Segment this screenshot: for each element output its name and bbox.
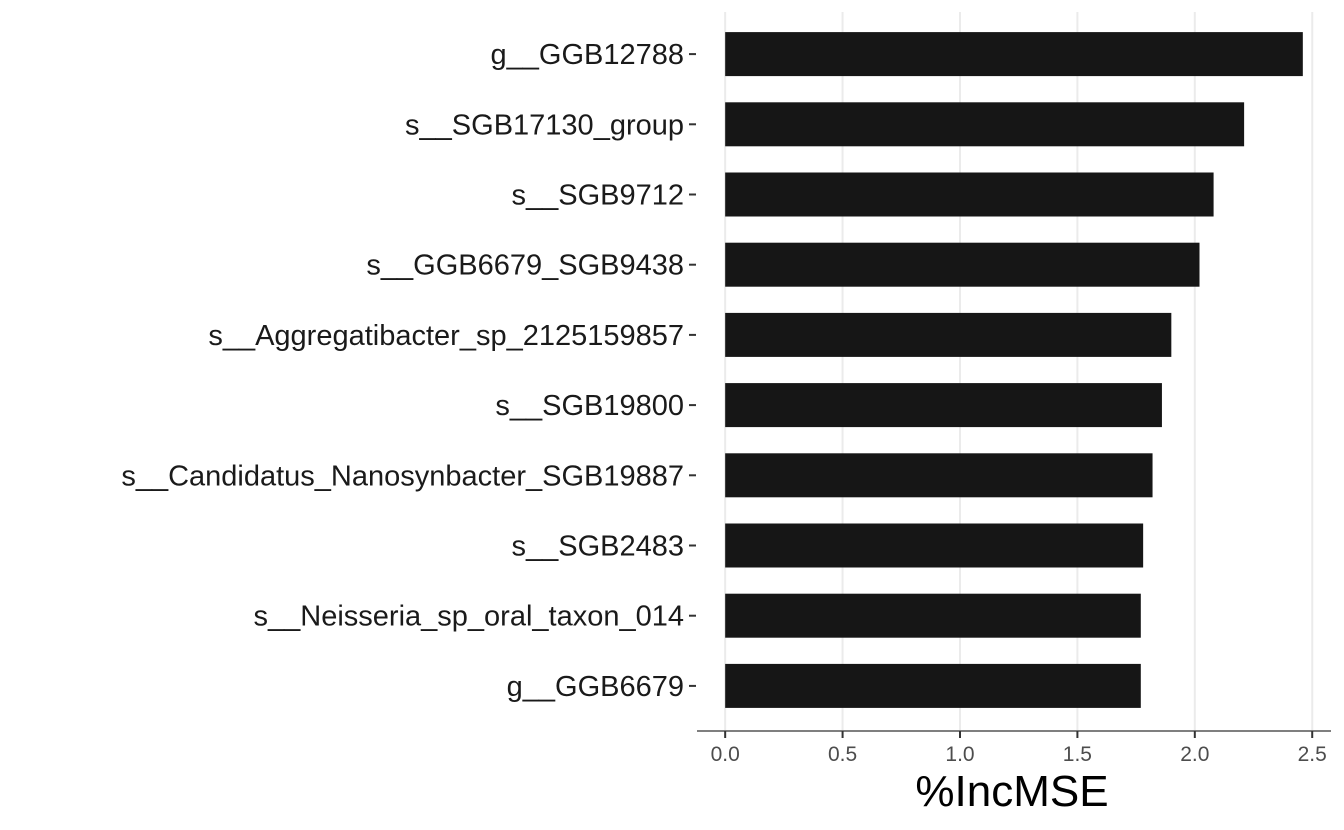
bar-2 bbox=[725, 172, 1214, 217]
bars bbox=[725, 32, 1303, 708]
category-label-1: s__SGB17130_group bbox=[405, 109, 684, 141]
bar-0 bbox=[725, 32, 1303, 77]
bar-4 bbox=[725, 312, 1172, 357]
category-label-4: s__Aggregatibacter_sp_2125159857 bbox=[208, 320, 684, 352]
category-label-3: s__GGB6679_SGB9438 bbox=[366, 250, 684, 282]
x-tick-label-4: 2.0 bbox=[1180, 743, 1209, 766]
x-tick-label-0: 0.0 bbox=[711, 743, 740, 766]
category-label-5: s__SGB19800 bbox=[495, 390, 684, 422]
x-axis-title: %IncMSE bbox=[915, 767, 1108, 816]
bar-9 bbox=[725, 663, 1141, 708]
bar-1 bbox=[725, 102, 1245, 147]
bar-7 bbox=[725, 523, 1144, 568]
bar-6 bbox=[725, 453, 1153, 498]
category-label-8: s__Neisseria_sp_oral_taxon_014 bbox=[254, 601, 684, 633]
category-label-7: s__SGB2483 bbox=[511, 531, 684, 563]
y-axis: g__GGB12788 s__SGB17130_group s__SGB9712 s_… bbox=[121, 39, 696, 703]
x-tick-label-2: 1.0 bbox=[945, 743, 974, 766]
x-axis: 0.0 0.5 1.0 1.5 2.0 2.5 bbox=[697, 730, 1331, 766]
category-label-6: s__Candidatus_Nanosynbacter_SGB19887 bbox=[121, 460, 684, 492]
bar-8 bbox=[725, 593, 1141, 638]
x-tick-label-5: 2.5 bbox=[1298, 743, 1327, 766]
category-label-2: s__SGB9712 bbox=[511, 180, 684, 212]
bar-5 bbox=[725, 383, 1162, 428]
x-tick-label-1: 0.5 bbox=[828, 743, 857, 766]
category-label-9: g__GGB6679 bbox=[507, 671, 684, 703]
bar-3 bbox=[725, 242, 1200, 287]
category-label-0: g__GGB12788 bbox=[491, 39, 684, 71]
x-tick-label-3: 1.5 bbox=[1063, 743, 1092, 766]
